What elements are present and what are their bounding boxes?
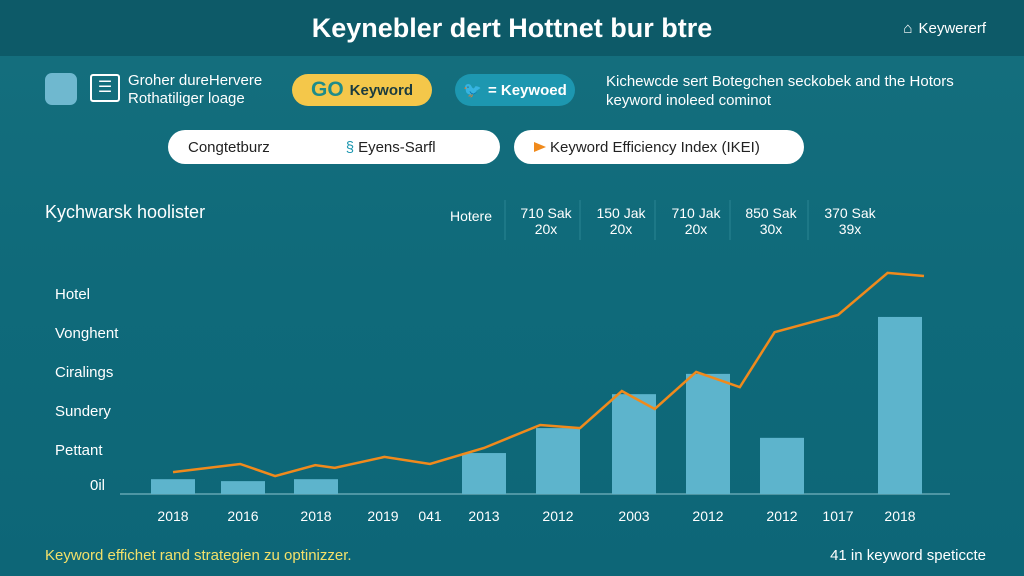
- desc-line: Kichewcde sert Botegchen seckobek and th…: [606, 73, 954, 90]
- filter-second: Eyens-Sarfl: [358, 138, 436, 156]
- filter-label: Congtetburz: [188, 138, 270, 156]
- bar: [612, 394, 656, 494]
- description-left: Groher dureHervere Rothatiliger loage: [128, 72, 262, 108]
- x-tick-label: 2018: [884, 508, 916, 524]
- desc-line: Groher dureHervere: [128, 72, 263, 89]
- column-stat-top: 710 Jak: [671, 205, 721, 221]
- column-stat-bottom: 30x: [759, 221, 783, 237]
- x-tick-label: 2013: [468, 508, 500, 524]
- bar: [294, 479, 338, 494]
- link-icon: §: [345, 138, 355, 156]
- x-tick-label: 2012: [692, 508, 724, 524]
- footer-left: Keyword effichet rand strategien zu opti…: [45, 547, 352, 564]
- column-stat: 150 Jak 20x: [584, 205, 658, 237]
- header-bar: Keynebler dert Hottnet bur btre ⌂ Keywere…: [0, 0, 1024, 56]
- legend-box[interactable]: Keyword Efficiency Index (IKEI): [514, 130, 804, 164]
- x-tick-label: 041: [418, 508, 442, 524]
- filter-box[interactable]: Congtetburz § Eyens-Sarfl: [168, 130, 500, 164]
- x-tick-label: 2012: [766, 508, 798, 524]
- x-tick-label: 2003: [618, 508, 650, 524]
- legend-line-marker: [534, 142, 546, 152]
- bar: [878, 316, 922, 494]
- y-tick-label: Vonghent: [55, 325, 119, 342]
- document-icon[interactable]: ☰: [90, 74, 120, 102]
- y-tick-label: 0il: [90, 477, 106, 494]
- column-stat-top: 710 Sak: [520, 205, 572, 221]
- column-stat: 370 Sak 39x: [813, 205, 887, 237]
- bar: [686, 373, 730, 494]
- app-icon[interactable]: [45, 73, 77, 105]
- go-keyword-button[interactable]: GO Keyword: [292, 74, 432, 106]
- y-tick-label: Hotel: [55, 286, 91, 303]
- y-tick-label: Ciralings: [55, 364, 114, 381]
- x-tick-label: 2019: [367, 508, 399, 524]
- go-label: Keyword: [349, 81, 414, 99]
- twitter-keyword-button[interactable]: 🐦 = Keywoed: [455, 74, 575, 106]
- footer-right: 41 in keyword speticcte: [830, 547, 986, 564]
- x-tick-label: 1017: [822, 508, 854, 524]
- column-stat-top: 850 Sak: [745, 205, 797, 221]
- twitter-icon: 🐦: [463, 82, 482, 99]
- column-stat-bottom: 39x: [838, 221, 862, 237]
- chart-title: Kychwarsk hoolister: [45, 202, 206, 222]
- go-logo: GO: [310, 78, 344, 101]
- column-stat-top: 150 Jak: [596, 205, 646, 221]
- column-stat-bottom: 20x: [534, 221, 558, 237]
- x-tick-label: 2018: [157, 508, 189, 524]
- x-tick-label: 2012: [542, 508, 574, 524]
- twitter-label: = Keywoed: [487, 81, 567, 99]
- home-icon: ⌂: [903, 20, 913, 37]
- column-stat: 710 Sak 20x: [509, 205, 583, 237]
- column-stat-bottom: 20x: [609, 221, 633, 237]
- bar: [760, 437, 804, 494]
- x-tick-label: 2018: [300, 508, 332, 524]
- brand[interactable]: ⌂ Keywererf: [903, 20, 986, 37]
- bar: [151, 479, 195, 494]
- column-stat: 710 Jak 20x: [659, 205, 733, 237]
- desc-line: Rothatiliger loage: [128, 90, 245, 107]
- legend-label: Keyword Efficiency Index (IKEI): [550, 138, 760, 156]
- brand-label: Keywererf: [918, 20, 986, 37]
- x-tick-label: 2016: [227, 508, 259, 524]
- y-tick-label: Pettant: [55, 442, 103, 459]
- column-stat: 850 Sak 30x: [734, 205, 808, 237]
- column-stat-bottom: 20x: [684, 221, 708, 237]
- column-header: Hotere: [449, 208, 493, 224]
- bar: [221, 481, 265, 494]
- description-right: Kichewcde sert Botegchen seckobek and th…: [606, 72, 954, 110]
- desc-line: keyword inoleed cominot: [606, 92, 772, 109]
- y-tick-label: Sundery: [55, 403, 111, 420]
- column-stat-top: 370 Sak: [824, 205, 876, 221]
- bar: [462, 453, 506, 494]
- page-title: Keynebler dert Hottnet bur btre: [311, 12, 713, 43]
- line-series: [172, 271, 925, 478]
- bar: [536, 428, 580, 494]
